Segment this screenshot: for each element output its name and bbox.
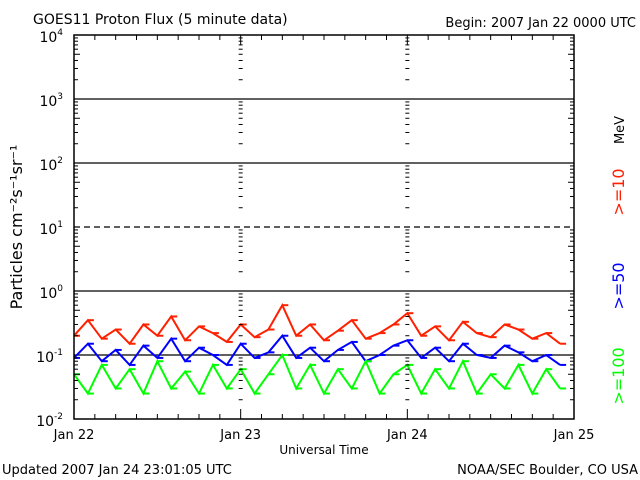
updated-timestamp: Updated 2007 Jan 24 23:01:05 UTC xyxy=(2,463,232,478)
chart-subtitle: Begin: 2007 Jan 22 0000 UTC xyxy=(445,16,636,31)
y-tick-label: 101 xyxy=(39,220,63,238)
x-tick-labels: Jan 22 Jan 23 Jan 24 Jan 25 xyxy=(53,428,595,443)
chart-title: GOES11 Proton Flux (5 minute data) xyxy=(33,12,288,28)
series-line xyxy=(73,352,561,396)
x-tick-label: Jan 22 xyxy=(53,428,95,443)
axis-ticks xyxy=(74,35,574,419)
x-tick-label: Jan 25 xyxy=(553,428,595,443)
legend-entry: >=50 xyxy=(609,262,628,309)
y-tick-labels: 104 103 102 101 100 10-1 10-2 xyxy=(36,28,63,430)
series-line xyxy=(73,333,561,367)
grid xyxy=(74,98,574,356)
y-tick-label: 103 xyxy=(39,92,63,110)
x-tick-label: Jan 23 xyxy=(219,428,261,443)
y-tick-label: 10-2 xyxy=(36,412,63,430)
credit-text: NOAA/SEC Boulder, CO USA xyxy=(457,463,638,478)
y-tick-label: 104 xyxy=(39,28,63,46)
y-tick-label: 100 xyxy=(39,284,63,302)
legend-entry: >=100 xyxy=(609,347,628,404)
y-tick-label: 10-1 xyxy=(36,348,63,366)
x-tick-label: Jan 24 xyxy=(386,428,428,443)
legend: MeV >=10 >=50 >=100 xyxy=(609,116,628,405)
y-axis-label: Particles cm⁻²s⁻¹sr⁻¹ xyxy=(7,145,26,310)
series-lines xyxy=(73,303,567,396)
y-tick-label: 102 xyxy=(39,156,63,174)
x-axis-label: Universal Time xyxy=(279,443,368,457)
legend-entry: >=10 xyxy=(609,168,628,215)
unit-label: MeV xyxy=(613,116,628,144)
